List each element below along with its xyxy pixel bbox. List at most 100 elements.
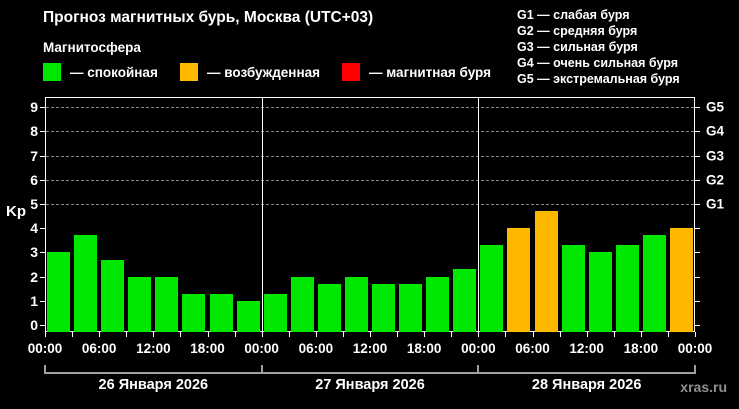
quiet-legend-swatch	[43, 63, 61, 81]
kp-bar	[561, 245, 585, 332]
g-scale-legend-row: G4 — очень сильная буря	[517, 56, 678, 70]
day-separator	[478, 98, 480, 331]
page-title: Прогноз магнитных бурь, Москва (UTC+03)	[43, 9, 374, 26]
time-label: 12:00	[569, 341, 604, 356]
gridline-kp-7	[46, 155, 694, 157]
g-level-label: G5	[706, 99, 725, 115]
time-label: 00:00	[677, 341, 713, 356]
x-tick	[695, 332, 696, 337]
time-label: 00:00	[244, 341, 279, 356]
kp-bar	[372, 283, 396, 332]
y-tick-left	[40, 252, 45, 254]
date-band-divider	[260, 365, 263, 374]
x-tick	[667, 332, 669, 337]
gridline-kp-6	[46, 179, 694, 181]
y-tick-right	[695, 300, 700, 302]
y-tick-label: 7	[30, 147, 38, 164]
kp-bar	[209, 293, 233, 332]
y-tick-left	[40, 276, 45, 278]
kp-bar	[182, 293, 206, 332]
kp-bar	[507, 228, 531, 332]
kp-bar	[615, 245, 639, 332]
time-label: 06:00	[81, 341, 117, 356]
kp-bar	[426, 276, 450, 332]
time-label: 06:00	[298, 341, 334, 356]
time-label: 12:00	[136, 341, 171, 356]
y-tick-label: 5	[30, 196, 38, 212]
date-band-line	[45, 372, 695, 374]
x-tick	[478, 332, 480, 337]
y-tick-right	[695, 155, 700, 157]
x-tick	[126, 332, 128, 337]
kp-bar	[453, 269, 477, 332]
time-label: 18:00	[190, 341, 225, 356]
time-label: 00:00	[461, 341, 496, 356]
kp-bar	[534, 211, 558, 332]
kp-bar	[399, 283, 423, 332]
x-tick	[153, 332, 155, 337]
gridline-kp-5	[46, 204, 694, 205]
y-tick-left	[40, 155, 45, 157]
kp-bar	[263, 293, 287, 332]
x-tick	[532, 332, 534, 337]
storm-legend-swatch	[342, 63, 360, 81]
x-tick	[234, 332, 236, 337]
y-tick-label: 2	[30, 268, 38, 285]
time-label: 18:00	[623, 341, 659, 356]
kp-bar	[344, 276, 368, 332]
kp-bar	[101, 259, 125, 332]
x-tick	[207, 332, 209, 337]
y-tick-label: 0	[30, 317, 38, 333]
date-label: 27 Января 2026	[315, 377, 425, 393]
y-tick-right	[695, 131, 700, 133]
y-tick-left	[40, 300, 45, 302]
y-tick-left	[40, 107, 45, 109]
kp-bar	[480, 245, 504, 332]
y-tick-right	[695, 325, 700, 326]
excited-legend-swatch	[180, 63, 198, 81]
x-tick	[397, 332, 399, 337]
gridline-kp-9	[46, 107, 694, 109]
plot-area-border	[45, 97, 695, 332]
time-label: 00:00	[27, 341, 63, 356]
y-tick-label: 8	[30, 123, 38, 140]
quiet-legend-label: — спокойная	[70, 65, 158, 80]
x-tick	[72, 332, 74, 337]
g-scale-legend: G1 — слабая буря G2 — средняя буря G3 — си…	[517, 7, 680, 87]
kp-bar	[155, 276, 179, 332]
g-level-label: G1	[706, 196, 725, 212]
kp-bar	[642, 235, 666, 332]
x-tick	[559, 332, 561, 337]
kp-bar	[236, 300, 260, 332]
y-tick-left	[40, 228, 45, 230]
storm-legend-label: — магнитная буря	[369, 65, 491, 80]
x-tick	[586, 332, 588, 337]
y-tick-label: 6	[30, 171, 38, 188]
kp-bar	[669, 228, 693, 332]
x-tick	[261, 332, 263, 337]
y-tick-left	[40, 325, 45, 326]
time-label: 06:00	[515, 341, 550, 356]
x-tick	[315, 332, 317, 337]
x-tick	[424, 332, 426, 337]
x-tick	[370, 332, 371, 337]
excited-legend-label: — возбужденная	[207, 65, 320, 80]
kp-bar	[128, 276, 152, 332]
y-tick-right	[695, 107, 700, 109]
date-band-divider	[477, 365, 480, 374]
y-tick-left	[40, 131, 45, 133]
g-scale-legend-row: G2 — средняя буря	[517, 24, 638, 38]
g-level-label: G3	[706, 148, 725, 164]
kp-bar	[47, 252, 71, 332]
g-level-label: G2	[706, 172, 725, 188]
x-tick	[288, 332, 290, 337]
date-band-divider	[44, 365, 46, 374]
date-band-divider	[694, 365, 696, 374]
y-tick-right	[695, 276, 700, 278]
kp-bar	[588, 252, 612, 332]
x-tick	[45, 332, 46, 337]
x-tick	[99, 332, 101, 337]
watermark-xras: xras.ru	[680, 379, 727, 395]
g-scale-legend-row: G5 — экстремальная буря	[517, 72, 680, 86]
